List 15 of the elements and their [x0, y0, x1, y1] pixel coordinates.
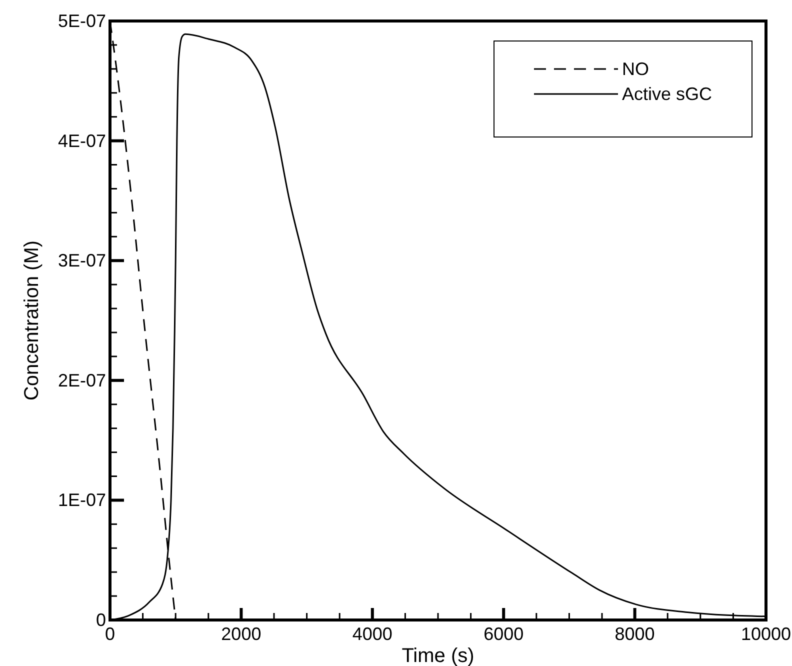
legend-label: NO	[622, 59, 649, 79]
x-tick-label: 2000	[221, 624, 262, 644]
y-tick-label: 0	[96, 610, 106, 630]
y-tick-label: 5E-07	[58, 11, 106, 31]
x-tick-label: 4000	[352, 624, 392, 644]
x-tick-label: 6000	[484, 624, 524, 644]
y-tick-label: 1E-07	[58, 490, 106, 510]
legend-label: Active sGC	[622, 84, 712, 104]
x-axis-title: Time (s)	[402, 645, 474, 666]
y-tick-label: 4E-07	[58, 130, 106, 151]
y-tick-label: 3E-07	[58, 250, 106, 271]
y-axis-title: Concentration (M)	[21, 240, 43, 401]
y-tick-label: 2E-07	[58, 370, 106, 390]
x-tick-label: 8000	[614, 624, 655, 644]
x-tick-label: 10000	[740, 624, 792, 644]
